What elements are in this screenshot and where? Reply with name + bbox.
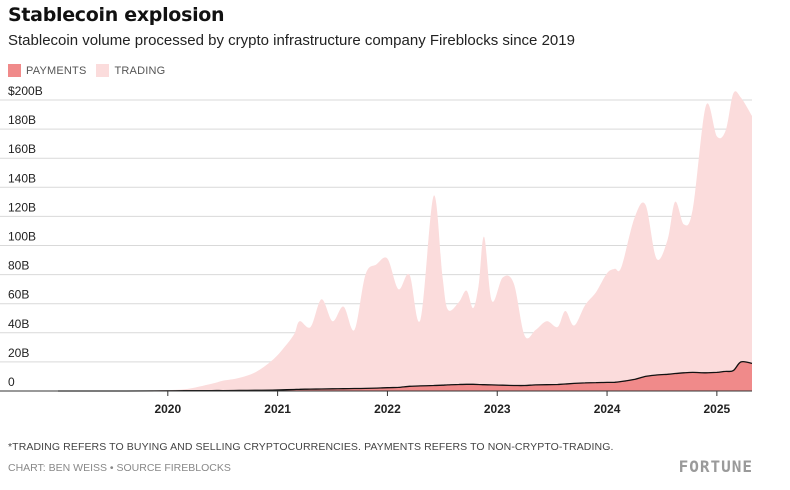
chart-subtitle: Stablecoin volume processed by crypto in… xyxy=(8,32,575,49)
x-tick-label: 2025 xyxy=(704,402,731,416)
trading-area xyxy=(58,91,752,392)
legend-label-trading: TRADING xyxy=(114,64,166,77)
payments-line xyxy=(58,360,753,392)
chart-credit: CHART: BEN WEISS • SOURCE FIREBLOCKS xyxy=(8,462,231,474)
y-tick-label: 100B xyxy=(8,230,36,244)
x-tick-label: 2021 xyxy=(264,402,291,416)
x-tick-label: 2022 xyxy=(374,402,401,416)
x-tick-label: 2024 xyxy=(594,402,621,416)
legend-label-payments: PAYMENTS xyxy=(26,64,87,77)
x-tick-label: 2023 xyxy=(484,402,511,416)
fortune-logo: FORTUNE xyxy=(678,457,753,476)
y-tick-label: 180B xyxy=(8,113,36,127)
y-tick-label: 160B xyxy=(8,142,36,156)
stablecoin-area-chart: 0 20B 40B 60B 80B 100B 120B 140B 160B 180B $200B 20… xyxy=(0,85,753,416)
chart-legend: PAYMENTS TRADING xyxy=(8,64,175,77)
y-tick-label: 20B xyxy=(8,346,29,360)
y-tick-label: 40B xyxy=(8,317,29,331)
legend-swatch-payments xyxy=(8,64,21,77)
y-tick-label: 120B xyxy=(8,200,36,214)
y-tick-label: $200B xyxy=(8,85,43,98)
legend-item-trading: TRADING xyxy=(96,64,165,77)
y-tick-label: 0 xyxy=(8,375,15,389)
chart-footnote: *TRADING REFERS TO BUYING AND SELLING CR… xyxy=(8,441,614,453)
chart-title: Stablecoin explosion xyxy=(8,4,225,26)
y-tick-label: 80B xyxy=(8,259,29,273)
x-tick-label: 2020 xyxy=(154,402,181,416)
y-tick-label: 140B xyxy=(8,171,36,185)
legend-item-payments: PAYMENTS xyxy=(8,64,86,77)
legend-swatch-trading xyxy=(96,64,110,77)
y-tick-label: 60B xyxy=(8,288,29,302)
